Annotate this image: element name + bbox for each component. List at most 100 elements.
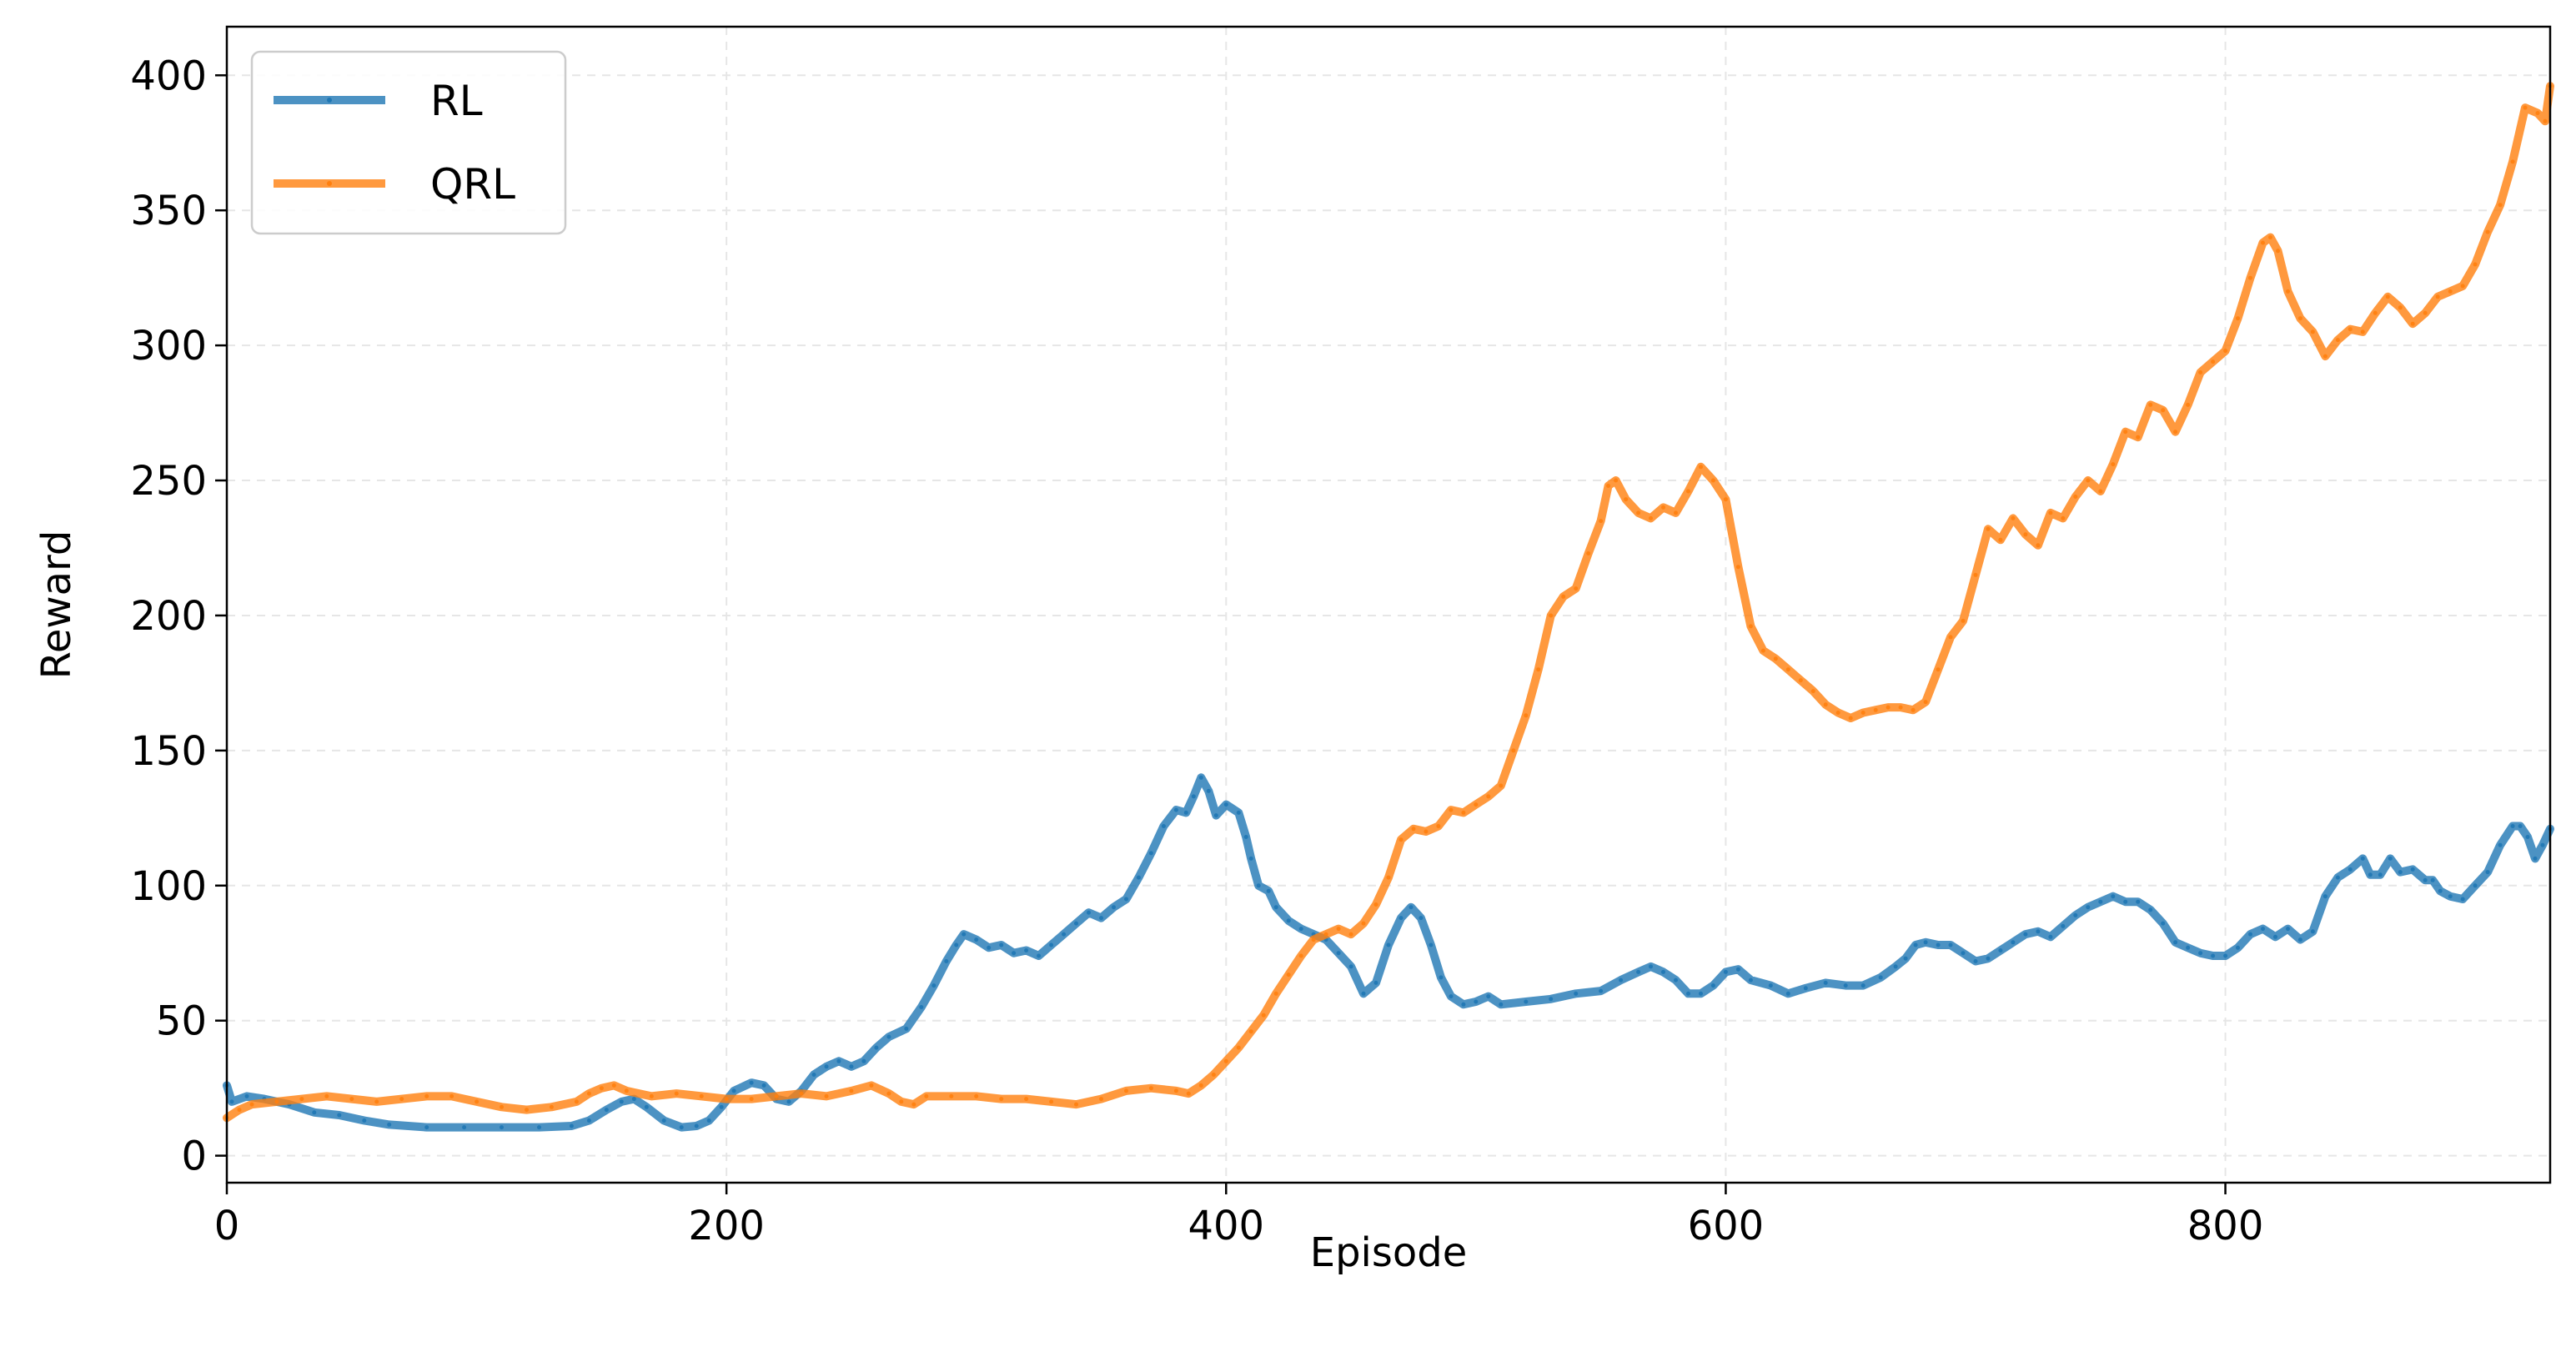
series-point-rl [1409,905,1414,910]
series-point-rl [811,1073,816,1077]
legend-box [250,50,567,235]
series-point-qrl [1998,537,2003,542]
series-point-qrl [2276,249,2280,254]
series-point-qrl [2011,515,2016,520]
series-point-qrl [1348,932,1353,937]
series-point-qrl [1148,1086,1153,1091]
series-point-rl [2297,937,2302,942]
series-point-qrl [2286,289,2290,294]
series-point-qrl [1474,802,1479,807]
series-point-rl [1748,978,1753,983]
series-point-rl [2123,899,2128,904]
series-point-rl [931,983,936,988]
series-point-rl [462,1125,467,1130]
series-point-qrl [2473,262,2478,267]
series-point-qrl [974,1093,979,1098]
series-point-qrl [2261,240,2265,245]
series-point-qrl [1748,624,1753,629]
series-point-qrl [374,1099,379,1104]
series-point-rl [1843,983,1848,988]
series-point-qrl [1873,707,1878,712]
series-point-rl [1549,997,1554,1002]
series-point-qrl [586,1091,591,1096]
series-point-qrl [624,1088,629,1093]
series-point-rl [424,1125,429,1130]
x-tick-label: 800 [2187,1203,2264,1249]
series-point-rl [2111,894,2116,899]
series-point-qrl [1124,1088,1128,1093]
series-point-qrl [1735,565,1740,570]
series-point-qrl [1198,1083,1203,1088]
series-point-rl [586,1118,591,1123]
series-point-qrl [2435,294,2440,299]
series-point-rl [337,1113,342,1118]
series-point-rl [619,1099,624,1104]
series-point-rl [731,1088,736,1093]
series-point-qrl [1286,973,1291,978]
series-point-qrl [2360,329,2365,334]
series-point-rl [1429,942,1434,947]
series-point-qrl [611,1083,616,1088]
series-point-qrl [924,1093,929,1098]
series-point-qrl [1398,837,1403,842]
series-point-rl [1674,978,1678,983]
series-point-rl [537,1125,541,1130]
series-point-rl [2236,945,2240,950]
series-point-rl [2211,953,2216,958]
series-point-qrl [774,1093,779,1098]
series-point-rl [2086,905,2091,910]
series-point-rl [1206,788,1211,793]
series-point-qrl [2322,354,2327,359]
series-point-qrl [1336,927,1341,932]
series-point-qrl [1223,1058,1228,1063]
series-point-rl [1878,975,1883,980]
series-point-rl [2518,824,2523,828]
series-point-qrl [1536,667,1541,672]
series-point-qrl [574,1099,579,1104]
series-point-rl [2011,940,2016,945]
series-point-rl [1710,983,1715,988]
series-point-qrl [449,1093,454,1098]
plot-frame [225,25,2552,1184]
series-point-rl [849,1064,854,1069]
series-point-qrl [1499,783,1504,788]
series-point-qrl [599,1086,604,1091]
series-point-rl [1173,807,1178,812]
series-point-rl [2473,883,2478,888]
series-point-rl [1124,897,1128,902]
series-point-qrl [1636,510,1641,515]
series-point-qrl [1211,1073,1216,1077]
series-point-rl [1785,991,1790,996]
series-point-qrl [899,1099,904,1104]
series-point-qrl [1424,829,1429,834]
series-point-rl [1148,851,1153,856]
series-point-rl [999,942,1004,947]
series-point-rl [2398,870,2403,875]
series-point-qrl [1898,705,1903,710]
series-point-qrl [869,1083,874,1088]
y-tick-label: 50 [156,998,207,1045]
series-point-qrl [2111,462,2116,467]
series-point-qrl [1760,648,1765,653]
series-point-qrl [2086,478,2091,483]
series-point-rl [1961,951,1966,956]
series-point-rl [2248,932,2252,937]
series-point-qrl [2297,316,2302,321]
series-point-qrl [1606,484,1611,488]
series-point-rl [1574,991,1579,996]
series-point-rl [1087,910,1091,915]
series-point-rl [2448,894,2453,899]
series-point-rl [962,932,967,937]
series-point-rl [1012,951,1017,956]
series-point-rl [2223,953,2228,958]
series-point-rl [2148,907,2153,912]
series-point-qrl [1411,827,1416,832]
series-point-rl [1923,940,1928,945]
y-tick-label: 400 [130,53,207,99]
series-point-qrl [475,1099,480,1104]
x-axis-label: Episode [1310,1229,1468,1276]
grid-layer [226,27,2550,1183]
series-point-rl [1213,813,1218,818]
series-point-qrl [2061,515,2066,520]
series-point-qrl [1710,478,1715,483]
